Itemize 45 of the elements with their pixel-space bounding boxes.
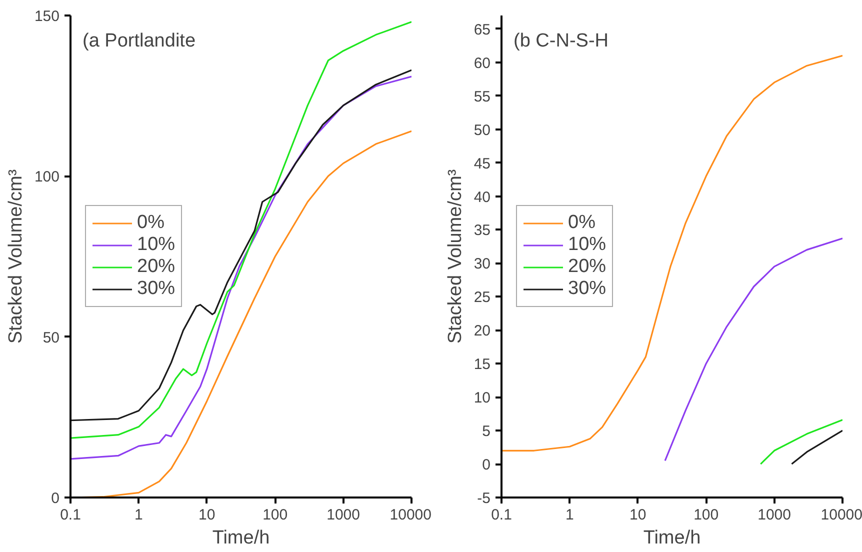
x-tick-label: 100: [694, 506, 719, 524]
x-axis-title: Time/h: [212, 528, 270, 548]
x-tick-label: 1: [134, 506, 143, 524]
y-tick-label: 20: [474, 322, 491, 340]
x-tick-label: 100: [262, 506, 288, 524]
y-tick-label: 50: [474, 122, 491, 139]
x-tick-label: 1000: [758, 506, 791, 524]
y-tick-label: 50: [42, 329, 60, 346]
y-tick-label: 55: [474, 88, 491, 106]
y-tick-label: 35: [474, 222, 491, 240]
legend-label: 30%: [568, 278, 606, 300]
y-tick-label: 10: [474, 390, 491, 407]
legend-label: 20%: [568, 256, 606, 278]
x-tick-label: 10000: [390, 506, 432, 524]
y-tick-label: 5: [482, 423, 490, 440]
x-tick-label: 0.1: [60, 506, 81, 524]
legend-label: 10%: [568, 234, 606, 256]
text: (a Portlandite: [82, 30, 196, 52]
y-tick-label: 60: [474, 54, 491, 72]
x-tick-label: 10: [198, 506, 216, 524]
x-tick-label: 1: [566, 506, 574, 524]
y-tick-label: 0: [482, 456, 490, 474]
y-tick-label: 65: [474, 21, 491, 38]
legend-label: 0%: [568, 212, 596, 234]
y-tick-label: 0: [51, 490, 60, 507]
y-axis-title: Stacked Volume/cm³: [5, 169, 26, 344]
x-axis-title: Time/h: [643, 528, 701, 548]
y-tick-label: -5: [477, 490, 491, 507]
x-tick-label: 0.1: [491, 506, 512, 524]
y-tick-label: 45: [474, 155, 491, 172]
y-tick-label: 100: [34, 168, 60, 186]
legend-label: 20%: [137, 256, 176, 278]
y-tick-label: 150: [34, 8, 60, 25]
x-tick-label: 10: [630, 506, 646, 524]
y-tick-label: 30: [474, 256, 491, 273]
y-tick-label: 25: [474, 289, 491, 306]
x-tick-label: 10000: [820, 506, 862, 524]
y-tick-label: 40: [474, 188, 491, 206]
y-axis-title: Stacked Volume/cm³: [444, 169, 466, 344]
legend-label: 10%: [137, 234, 176, 256]
legend-label: 30%: [137, 278, 176, 300]
x-tick-label: 1000: [326, 506, 360, 524]
text: (b C-N-S-H: [514, 30, 608, 52]
legend-label: 0%: [137, 212, 164, 234]
y-tick-label: 15: [474, 356, 491, 374]
